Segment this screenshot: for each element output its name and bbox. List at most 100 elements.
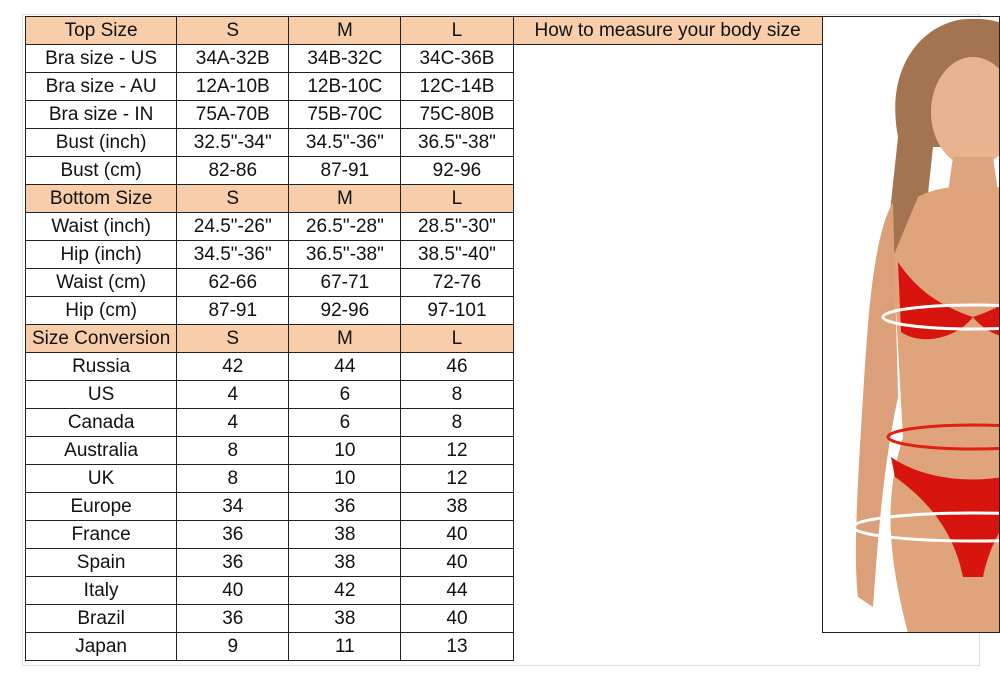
size-value: 36	[176, 520, 290, 549]
row-label: Bust (inch)	[24, 128, 178, 157]
table-row: France 36 38 40	[24, 520, 1000, 549]
size-column-header: L	[400, 324, 514, 353]
size-value: 12C-14B	[400, 72, 514, 101]
waist-arrow	[886, 423, 999, 451]
table-row: Europe 34 36 38	[24, 492, 1000, 521]
size-value: 12	[400, 464, 514, 493]
size-chart-table: Top Size S M L How to measure your body size…	[24, 16, 1000, 661]
size-value: 62-66	[176, 268, 290, 297]
size-value: 6	[288, 408, 402, 437]
size-value: 8	[400, 408, 514, 437]
size-value: 36	[176, 548, 290, 577]
table-row: Waist (inch) 24.5"-26" 26.5"-28" 28.5"-30"	[24, 212, 1000, 241]
size-value: 34.5"-36"	[288, 128, 402, 157]
size-value: 12	[400, 436, 514, 465]
table-row: Brazil 36 38 40	[24, 604, 1000, 633]
row-label: Bra size - AU	[24, 72, 178, 101]
row-label: Russia	[24, 352, 178, 381]
table-row: Italy 40 42 44	[24, 576, 1000, 605]
size-value: 24.5"-26"	[176, 212, 290, 241]
table-row: Spain 36 38 40	[24, 548, 1000, 577]
row-label: Canada	[24, 408, 178, 437]
section-header-row: Size Conversion S M L	[24, 324, 1000, 353]
left-arm	[855, 202, 898, 607]
size-value: 44	[288, 352, 402, 381]
row-label: Spain	[24, 548, 178, 577]
size-value: 8	[176, 436, 290, 465]
model-figure: Bust Waist Hip	[851, 18, 999, 632]
table-row: Hip (cm) 87-91 92-96 97-101	[24, 296, 1000, 325]
hip-arrow	[851, 511, 999, 543]
row-label: Italy	[24, 576, 178, 605]
size-value: 44	[400, 576, 514, 605]
size-value: 4	[176, 408, 290, 437]
size-value: 28.5"-30"	[400, 212, 514, 241]
row-label: US	[24, 380, 178, 409]
size-value: 13	[400, 632, 514, 661]
row-label: Waist (cm)	[24, 268, 178, 297]
size-value: 75A-70B	[176, 100, 290, 129]
row-label: Australia	[24, 436, 178, 465]
size-value: 38	[288, 520, 402, 549]
size-column-header: M	[288, 16, 402, 45]
size-value: 82-86	[176, 156, 290, 185]
size-value: 9	[176, 632, 290, 661]
size-value: 42	[288, 576, 402, 605]
bust-arrow	[881, 303, 999, 331]
size-value: 4	[176, 380, 290, 409]
size-value: 32.5"-34"	[176, 128, 290, 157]
size-value: 26.5"-28"	[288, 212, 402, 241]
size-value: 75C-80B	[400, 100, 514, 129]
section-title: Top Size	[24, 16, 178, 45]
size-column-header: M	[288, 184, 402, 213]
size-column-header: S	[176, 324, 290, 353]
size-value: 11	[288, 632, 402, 661]
table-row: Russia 42 44 46	[24, 352, 1000, 381]
section-title: Bottom Size	[24, 184, 178, 213]
size-value: 75B-70C	[288, 100, 402, 129]
row-label: Bust (cm)	[24, 156, 178, 185]
size-value: 40	[400, 604, 514, 633]
size-value: 87-91	[176, 296, 290, 325]
section-header-row: Bottom Size S M L	[24, 184, 1000, 213]
table-row: Bra size - AU 12A-10B 12B-10C 12C-14B	[24, 72, 1000, 101]
row-label: Hip (inch)	[24, 240, 178, 269]
size-value: 34	[176, 492, 290, 521]
size-value: 36	[288, 492, 402, 521]
table-row: Bust (inch) 32.5"-34" 34.5"-36" 36.5"-38"	[24, 128, 1000, 157]
size-value: 38	[400, 492, 514, 521]
table-row: Waist (cm) 62-66 67-71 72-76	[24, 268, 1000, 297]
face	[930, 57, 999, 167]
size-value: 34B-32C	[288, 44, 402, 73]
size-value: 42	[176, 352, 290, 381]
size-value: 40	[176, 576, 290, 605]
size-value: 12B-10C	[288, 72, 402, 101]
size-column-header: L	[400, 184, 514, 213]
size-value: 38	[288, 604, 402, 633]
row-label: Hip (cm)	[24, 296, 178, 325]
size-value: 8	[400, 380, 514, 409]
size-value: 72-76	[400, 268, 514, 297]
table-row: Bra size - IN 75A-70B 75B-70C 75C-80B	[24, 100, 1000, 129]
size-value: 36.5"-38"	[400, 128, 514, 157]
bikini-bottom	[890, 457, 999, 577]
size-value: 34.5"-36"	[176, 240, 290, 269]
size-column-header: S	[176, 16, 290, 45]
row-label: Waist (inch)	[24, 212, 178, 241]
size-value: 67-71	[288, 268, 402, 297]
size-value: 92-96	[400, 156, 514, 185]
body-measure-illustration: Bust Waist Hip	[821, 16, 1000, 633]
row-label: UK	[24, 464, 178, 493]
row-label: Bra size - US	[24, 44, 178, 73]
size-value: 46	[400, 352, 514, 381]
size-value: 40	[400, 548, 514, 577]
size-value: 8	[176, 464, 290, 493]
row-label: Europe	[24, 492, 178, 521]
row-label: France	[24, 520, 178, 549]
size-value: 10	[288, 436, 402, 465]
size-value: 87-91	[288, 156, 402, 185]
size-value: 10	[288, 464, 402, 493]
size-value: 38.5"-40"	[400, 240, 514, 269]
section-header-row: Top Size S M L How to measure your body size…	[24, 16, 1000, 633]
size-value: 40	[400, 520, 514, 549]
